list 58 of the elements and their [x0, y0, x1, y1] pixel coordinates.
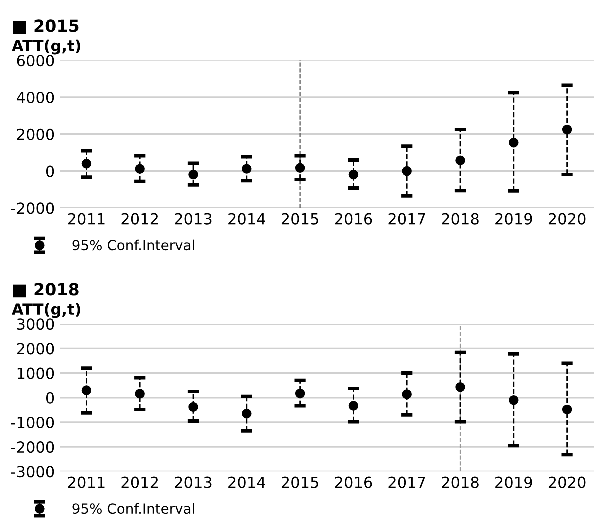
- y-axis-title: ATT(g,t): [12, 40, 80, 55]
- point: [348, 401, 359, 411]
- y-tick-label: 4000: [17, 92, 54, 104]
- y-tick-label: 1000: [18, 368, 54, 380]
- point: [295, 163, 306, 173]
- y-tick-label: -2000: [11, 442, 54, 454]
- y-axis-title: ATT(g,t): [12, 303, 80, 318]
- point: [402, 166, 412, 176]
- x-tick-label: 2014: [228, 213, 266, 225]
- x-tick-label: 2020: [548, 476, 586, 488]
- x-tick-label: 2015: [282, 476, 318, 488]
- x-tick-label: 2013: [175, 476, 212, 488]
- point: [295, 388, 306, 399]
- x-tick-label: 2017: [388, 213, 426, 225]
- x-tick-label: 2018: [442, 476, 479, 488]
- x-tick-label: 2019: [496, 213, 532, 225]
- point: [456, 156, 466, 166]
- y-tick-label: 0: [46, 166, 54, 178]
- x-tick-label: 2014: [228, 476, 266, 488]
- point: [188, 170, 198, 180]
- point: [135, 389, 145, 399]
- x-tick-label: 2019: [496, 476, 532, 488]
- chart-title: ■ 2015: [13, 20, 79, 34]
- point: [509, 138, 519, 148]
- chart-title: ■ 2018: [13, 283, 79, 298]
- x-tick-label: 2011: [68, 476, 105, 488]
- point: [348, 170, 359, 180]
- y-tick-label: 6000: [17, 55, 54, 67]
- x-tick-label: 2016: [335, 476, 372, 488]
- x-tick-label: 2018: [442, 213, 479, 225]
- x-tick-label: 2016: [335, 213, 372, 225]
- x-tick-label: 2017: [388, 476, 426, 488]
- x-tick-label: 2020: [548, 213, 586, 225]
- point: [456, 382, 466, 392]
- point: [562, 124, 572, 135]
- point: [82, 159, 92, 169]
- y-tick-label: -2000: [11, 202, 54, 214]
- x-tick-label: 2011: [68, 213, 105, 225]
- point: [188, 402, 198, 412]
- y-tick-label: -1000: [11, 416, 54, 428]
- point: [562, 404, 572, 415]
- y-tick-label: -3000: [11, 466, 54, 478]
- point: [82, 386, 92, 396]
- y-tick-label: 2000: [17, 128, 54, 140]
- x-tick-label: 2013: [175, 213, 212, 225]
- point: [242, 409, 252, 419]
- point: [242, 164, 252, 174]
- y-tick-label: 3000: [17, 318, 54, 330]
- legend-label: 95% Conf.Interval: [72, 503, 194, 514]
- point: [135, 164, 145, 174]
- x-tick-label: 2012: [122, 213, 158, 225]
- point: [509, 395, 519, 406]
- point: [402, 390, 412, 400]
- x-tick-label: 2015: [282, 213, 318, 225]
- y-tick-label: 2000: [17, 343, 54, 355]
- x-tick-label: 2012: [122, 476, 158, 488]
- legend-label: 95% Conf.Interval: [72, 240, 194, 251]
- y-tick-label: 0: [46, 392, 54, 404]
